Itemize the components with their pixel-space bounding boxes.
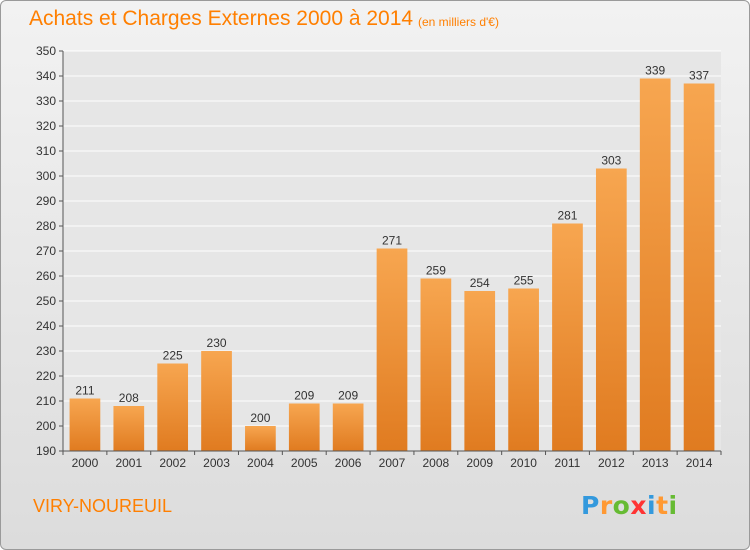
bar (245, 426, 276, 451)
data-label: 255 (514, 274, 534, 288)
x-tick-label: 2012 (598, 456, 625, 470)
data-label: 211 (75, 384, 94, 398)
bar (69, 398, 101, 451)
logo-letter: o (612, 491, 631, 520)
logo-letter: i (668, 491, 678, 520)
y-tick-label: 220 (36, 369, 56, 383)
data-label: 281 (557, 209, 577, 223)
y-tick-label: 330 (36, 94, 56, 108)
x-tick-label: 2005 (291, 456, 318, 470)
data-label: 337 (689, 69, 709, 83)
y-tick-label: 260 (36, 269, 56, 283)
bars (69, 78, 715, 451)
y-tick-label: 250 (36, 294, 56, 308)
data-label: 200 (250, 411, 270, 425)
logo-letter: t (656, 491, 669, 520)
x-tick-label: 2010 (510, 456, 537, 470)
y-tick-label: 320 (36, 119, 56, 133)
x-tick-label: 2011 (555, 456, 581, 470)
commune-name: VIRY-NOUREUIL (33, 496, 173, 516)
y-tick-label: 230 (36, 344, 56, 358)
x-tick-label: 2004 (247, 456, 274, 470)
x-tick-label: 2014 (686, 456, 713, 470)
y-axis: 190 200 210 220 230 240 250 260 270 280 290 300 310 3… (36, 44, 64, 458)
bar (332, 403, 364, 451)
y-tick-label: 290 (36, 194, 56, 208)
y-tick-label: 270 (36, 244, 56, 258)
x-tick-label: 2013 (642, 456, 669, 470)
data-label: 225 (163, 349, 183, 363)
x-axis: 2000 2001 2002 2003 2004 2005 2006 2007 2008 2009… (62, 450, 722, 470)
data-label: 209 (294, 389, 314, 403)
x-tick-label: 2008 (423, 456, 450, 470)
chart-subtitle: (en milliers d'€) (418, 15, 499, 29)
x-tick-label: 2002 (159, 456, 186, 470)
y-tick-label: 340 (36, 69, 56, 83)
bar (552, 223, 583, 451)
data-label: 230 (207, 336, 227, 350)
logo-letter: x (630, 491, 647, 520)
x-tick-label: 2007 (379, 456, 406, 470)
data-label: 339 (645, 64, 665, 78)
y-tick-label: 300 (36, 169, 56, 183)
x-tick-label: 2006 (335, 456, 362, 470)
data-label: 254 (470, 276, 490, 290)
bar (595, 168, 627, 451)
bar (113, 406, 145, 451)
x-tick-label: 2009 (466, 456, 493, 470)
bar (508, 288, 539, 451)
y-tick-label: 350 (36, 44, 56, 58)
data-label: 271 (382, 234, 402, 248)
bar (288, 403, 320, 451)
data-label: 259 (426, 264, 446, 278)
bar (201, 351, 232, 451)
bar (639, 78, 671, 451)
bar (376, 248, 408, 451)
y-tick-label: 310 (36, 144, 56, 158)
data-label: 208 (119, 391, 139, 405)
x-tick-label: 2000 (72, 456, 99, 470)
x-tick-label: 2003 (203, 456, 230, 470)
y-tick-label: 190 (36, 444, 56, 458)
y-tick-label: 200 (36, 419, 56, 433)
logo-letter: r (599, 491, 613, 520)
data-label: 303 (601, 154, 621, 168)
proxiti-logo: Proxiti (581, 491, 678, 520)
chart-title: Achats et Charges Externes 2000 à 2014 (29, 7, 414, 30)
bar (420, 278, 452, 451)
bar (683, 83, 715, 451)
y-tick-label: 280 (36, 219, 56, 233)
y-tick-label: 210 (36, 394, 56, 408)
data-label: 209 (338, 389, 358, 403)
data-labels: 211 208 225 230 200 209 209 271 259 254 255 281 303 3… (75, 64, 709, 426)
logo-letter: P (581, 491, 600, 520)
logo-letter: i (647, 491, 657, 520)
y-tick-label: 240 (36, 319, 56, 333)
bar (157, 363, 189, 451)
x-tick-label: 2001 (115, 456, 142, 470)
bar (464, 291, 496, 451)
